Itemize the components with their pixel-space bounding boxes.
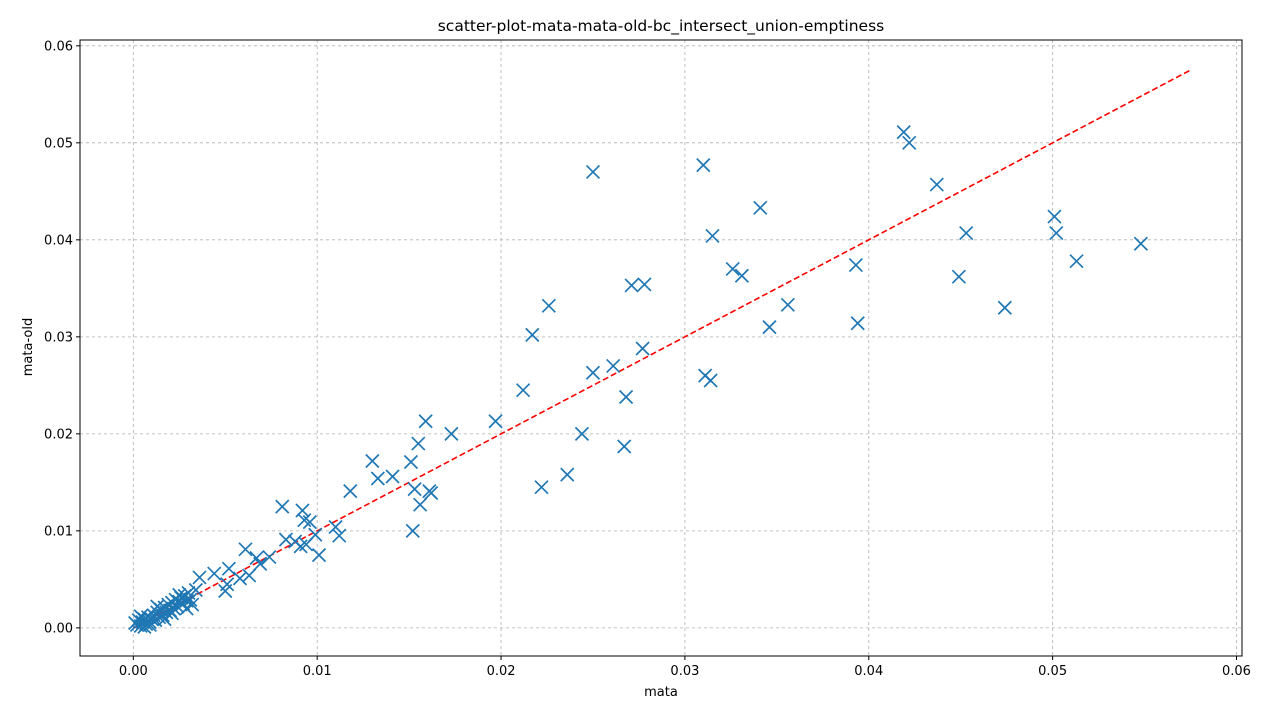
- y-tick-label: 0.00: [44, 621, 73, 636]
- x-tick-label: 0.06: [1222, 664, 1251, 679]
- scatter-point: [725, 261, 740, 277]
- scatter-point: [172, 587, 187, 602]
- scatter-point: [278, 532, 294, 547]
- scatter-point: [488, 414, 503, 429]
- scatter-point: [179, 601, 194, 616]
- scatter-point: [703, 373, 718, 388]
- scatter-point: [142, 617, 157, 633]
- scatter-point: [902, 135, 917, 150]
- scatter-point: [444, 426, 459, 441]
- scatter-point: [525, 327, 540, 343]
- scatter-point: [1069, 254, 1084, 269]
- scatter-point: [1047, 209, 1062, 224]
- scatter-point: [308, 527, 323, 542]
- scatter-point: [164, 606, 180, 621]
- scatter-point: [418, 414, 433, 429]
- y-tick-label: 0.05: [44, 136, 73, 151]
- scatter-point: [343, 483, 358, 499]
- scatter-point: [365, 453, 380, 469]
- scatter-point: [574, 426, 590, 441]
- scatter-point: [618, 389, 634, 405]
- scatter-point: [585, 365, 601, 380]
- reference-line-layer: [132, 69, 1191, 629]
- scatter-point: [183, 592, 198, 607]
- scatter-point: [385, 469, 400, 484]
- scatter-point: [624, 278, 639, 293]
- scatter-point: [617, 439, 632, 454]
- reference-line: [132, 69, 1191, 629]
- x-tick-label: 0.01: [303, 664, 332, 679]
- x-tick-label: 0.05: [1038, 664, 1067, 679]
- y-tick-label: 0.06: [44, 39, 73, 54]
- scatter-point: [332, 528, 347, 543]
- scatter-points: [128, 125, 1148, 634]
- scatter-point: [560, 467, 575, 482]
- y-tick-label: 0.01: [44, 524, 73, 539]
- x-axis-label: mata: [644, 685, 678, 700]
- x-tick-label: 0.00: [119, 664, 148, 679]
- gridlines: [80, 40, 1242, 656]
- scatter-point: [541, 298, 556, 313]
- scatter-point: [753, 200, 768, 215]
- scatter-point: [1049, 225, 1064, 241]
- scatter-point: [959, 225, 974, 241]
- x-tick-label: 0.04: [854, 664, 883, 679]
- scatter-point: [848, 257, 863, 273]
- scatter-point: [221, 561, 237, 576]
- x-tick-label: 0.03: [670, 664, 699, 679]
- x-tick-label: 0.02: [487, 664, 516, 679]
- scatter-point: [166, 601, 181, 616]
- y-tick-label: 0.02: [44, 427, 73, 442]
- scatter-point: [297, 513, 312, 528]
- scatter-point: [411, 436, 426, 451]
- scatter-point: [997, 300, 1012, 315]
- y-tick-label: 0.04: [44, 233, 73, 248]
- scatter-point: [328, 519, 343, 535]
- scatter-point: [219, 577, 235, 592]
- scatter-point: [188, 582, 203, 598]
- scatter-point: [951, 269, 966, 284]
- scatter-point: [207, 566, 222, 581]
- scatter-point: [238, 542, 253, 557]
- plot-frame: [79, 39, 1243, 657]
- axes: 0.00 0.01 0.02 0.03 0.04 0.05 0.06 0.00 0.01 0.02…: [44, 39, 1251, 679]
- scatter-point: [370, 471, 385, 486]
- scatter-point: [232, 571, 248, 586]
- scatter-point: [516, 383, 531, 398]
- scatter-point: [850, 316, 865, 331]
- scatter-point: [1133, 236, 1148, 251]
- scatter-point: [635, 341, 650, 356]
- scatter-point: [606, 358, 621, 374]
- scatter-point: [157, 612, 172, 627]
- scatter-point: [534, 480, 549, 495]
- scatter-point: [242, 568, 257, 583]
- scatter-point: [407, 482, 422, 497]
- y-tick-label: 0.03: [44, 330, 73, 345]
- scatter-point: [192, 570, 207, 585]
- scatter-point: [585, 164, 601, 180]
- scatter-point: [734, 268, 750, 283]
- scatter-point: [293, 539, 308, 554]
- scatter-point: [896, 125, 911, 140]
- scatter-point: [262, 549, 277, 565]
- scatter-point: [403, 454, 419, 470]
- scatter-point: [311, 548, 327, 563]
- scatter-point: [696, 158, 711, 173]
- scatter-point: [424, 485, 439, 501]
- scatter-point: [762, 320, 777, 335]
- scatter-point: [302, 515, 317, 530]
- scatter-point: [150, 599, 165, 614]
- scatter-point: [253, 556, 268, 571]
- scatter-point: [405, 523, 420, 538]
- scatter-point: [637, 277, 652, 292]
- scatter-point: [275, 499, 290, 514]
- scatter-point: [705, 228, 720, 244]
- scatter-point: [929, 177, 944, 192]
- scatter-point: [413, 497, 428, 512]
- scatter-point: [780, 297, 795, 312]
- chart-title: scatter-plot-mata-mata-old-bc_intersect_…: [438, 17, 885, 36]
- y-axis-label: mata-old: [21, 318, 36, 376]
